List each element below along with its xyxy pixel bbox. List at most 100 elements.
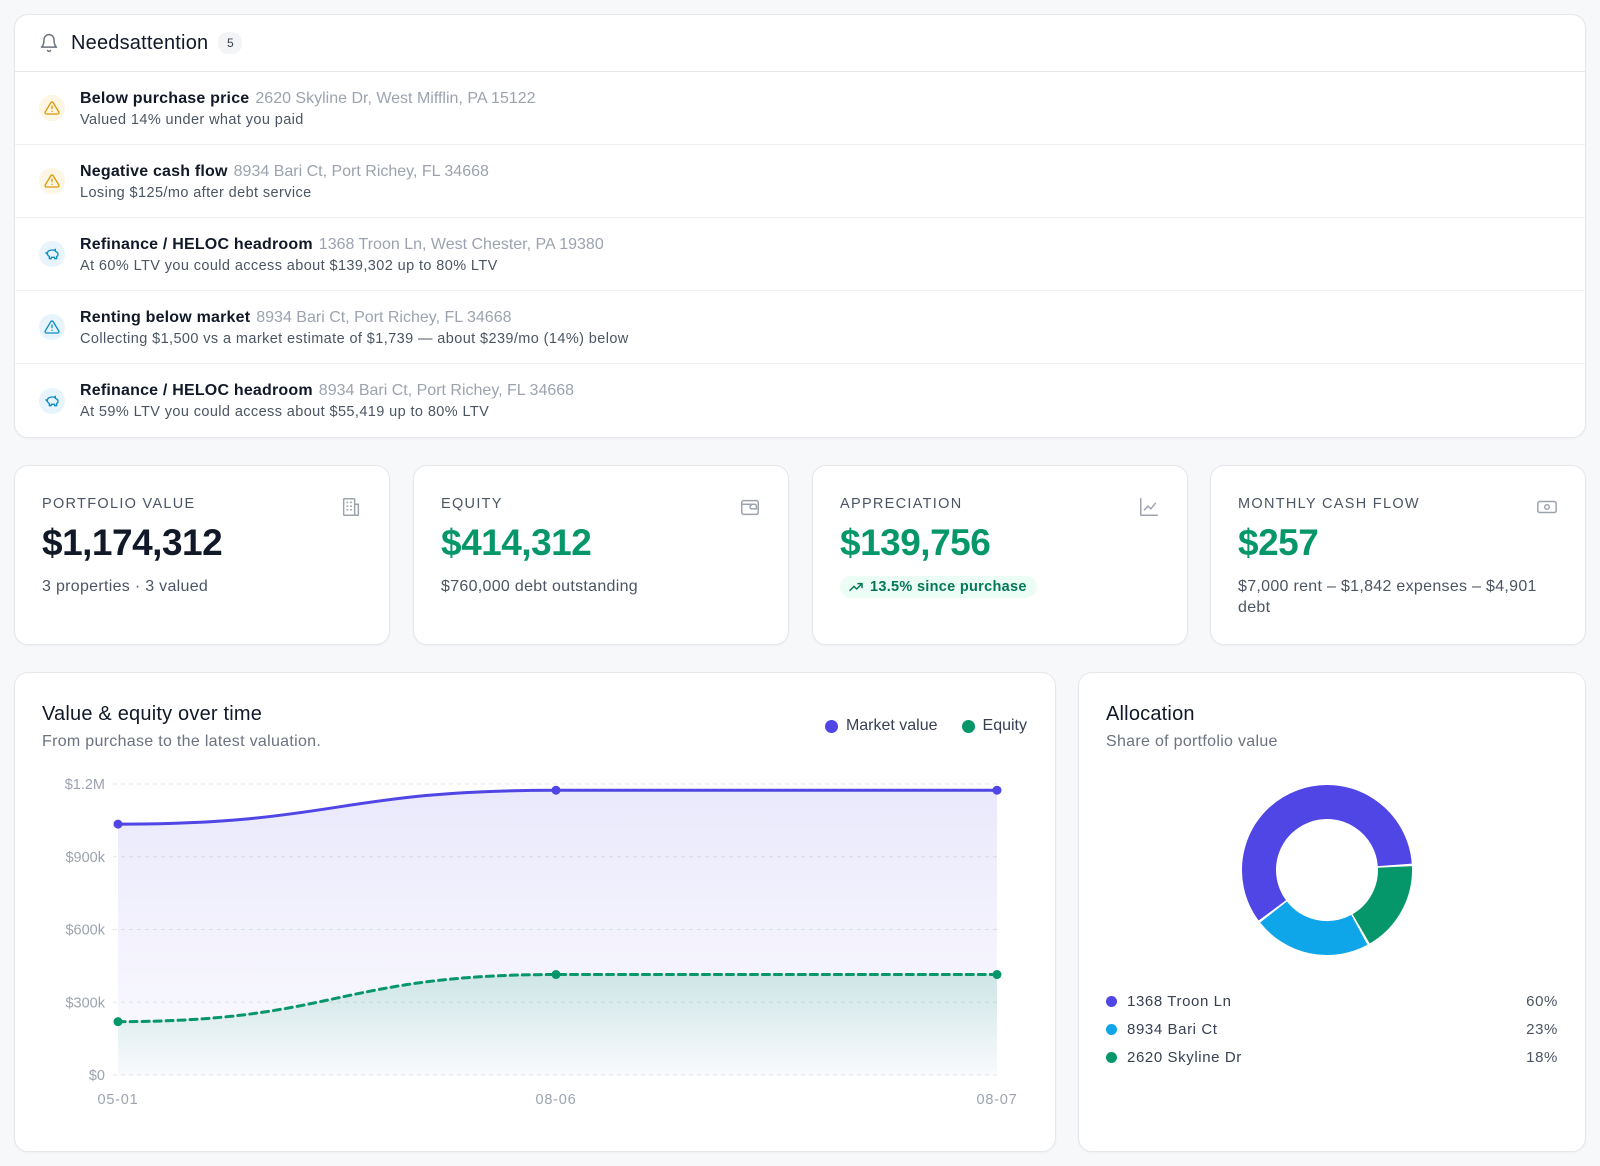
allocation-legend-item[interactable]: 8934 Bari Ct 23% [1106,1015,1558,1043]
attention-item-text: Refinance / HELOC headroom 8934 Bari Ct, … [80,381,574,420]
allocation-percent: 23% [1526,1020,1558,1038]
attention-item-title: Negative cash flow [80,162,228,180]
attention-item-address: 8934 Bari Ct, Port Richey, FL 34668 [256,308,512,326]
allocation-swatch [1106,1051,1117,1063]
banknote-icon [1536,496,1558,518]
chart-line-icon [1138,496,1160,518]
kpi-value: $1,174,312 [42,522,223,563]
attention-item[interactable]: Refinance / HELOC headroom 8934 Bari Ct, … [15,364,1585,437]
needs-attention-header: Needsattention 5 [15,15,1585,72]
x-tick-label: 05-01 [97,1092,138,1108]
piggy-bank-icon [39,387,65,414]
attention-item[interactable]: Negative cash flow 8934 Bari Ct, Port Ric… [15,145,1585,218]
y-tick-label: $600k [65,923,105,939]
allocation-label: 8934 Bari Ct [1127,1020,1218,1038]
kpi-label: MONTHLY CASH FLOW [1238,496,1420,512]
allocation-percent: 60% [1526,992,1558,1010]
chart-subtitle: From purchase to the latest valuation. [42,733,322,750]
legend-label: Market value [845,717,938,734]
attention-item-title: Refinance / HELOC headroom [80,382,313,399]
attention-item-detail: At 60% LTV you could access about $139,3… [80,257,498,274]
legend-item-market-value[interactable]: Market value [824,717,938,735]
allocation-title: Allocation [1106,703,1195,725]
alert-triangle-icon [39,314,65,340]
equity-point[interactable] [113,1017,123,1027]
kpi-subtext: $760,000 debt outstanding [441,578,638,595]
x-tick-label: 08-06 [535,1092,576,1108]
allocation-label: 1368 Troon Ln [1127,992,1232,1010]
donut-slice[interactable] [1242,785,1412,921]
kpi-value: $257 [1238,522,1319,563]
allocation-swatch [1106,1023,1117,1035]
attention-item-title: Renting below market [80,308,251,326]
donut-slice[interactable] [1351,866,1412,944]
kpi-label: PORTFOLIO VALUE [42,496,196,512]
attention-item-detail: Collecting $1,500 vs a market estimate o… [80,330,629,347]
bell-icon [39,33,59,53]
y-tick-label: $900k [65,850,105,866]
kpi-label: EQUITY [441,496,503,512]
equity-area [118,974,997,1075]
legend-item-equity[interactable]: Equity [961,717,1027,735]
attention-item-text: Refinance / HELOC headroom 1368 Troon Ln,… [80,235,604,274]
attention-item-text: Below purchase price 2620 Skyline Dr, Wes… [80,89,536,128]
allocation-subtitle: Share of portfolio value [1106,733,1278,750]
attention-item[interactable]: Renting below market 8934 Bari Ct, Port R… [15,291,1585,364]
kpi-subtext: $7,000 rent – $1,842 expenses – $4,901 d… [1238,578,1537,616]
legend-swatch [961,719,975,733]
allocation-swatch [1106,995,1117,1007]
equity-line [116,973,999,1024]
kpi-card-monthly-cash-flow: MONTHLY CASH FLOW $257 $7,000 rent – $1,… [1210,465,1586,645]
allocation-legend-item[interactable]: 2620 Skyline Dr 18% [1106,1043,1558,1071]
market-value-point[interactable] [551,785,561,795]
attention-item-address: 8934 Bari Ct, Port Richey, FL 34668 [318,382,575,399]
attention-item-address: 2620 Skyline Dr, West Mifflin, PA 15122 [255,89,536,107]
attention-item[interactable]: Refinance / HELOC headroom 1368 Troon Ln,… [15,218,1585,291]
wallet-icon [739,496,761,518]
legend-label: Equity [982,717,1027,734]
appreciation-badge-text: 13.5% since purchase [870,579,1027,595]
attention-item-detail: Losing $125/mo after debt service [80,184,312,201]
kpi-card-portfolio-value: PORTFOLIO VALUE $1,174,312 3 properties … [14,465,390,645]
building-icon [340,496,362,518]
kpi-subtext: 3 properties · 3 valued [42,578,209,595]
needs-attention-count-badge: 5 [218,32,243,54]
chart-legend: Market value Equity [801,717,1027,735]
appreciation-badge: 13.5% since purchase [840,576,1037,598]
attention-item[interactable]: Below purchase price 2620 Skyline Dr, Wes… [15,72,1585,145]
legend-swatch [824,719,838,733]
kpi-value: $139,756 [840,522,991,563]
kpi-value: $414,312 [441,522,592,563]
needs-attention-panel: Needsattention 5 Below purchase price 262… [14,14,1586,438]
attention-item-title: Refinance / HELOC headroom [80,235,313,253]
kpi-card-equity: EQUITY $414,312 $760,000 debt outstandin… [413,465,789,645]
market-value-point[interactable] [992,785,1002,795]
allocation-percent: 18% [1526,1048,1558,1066]
allocation-donut-chart [1242,785,1412,955]
y-tick-label: $1.2M [65,777,105,793]
attention-item-address: 1368 Troon Ln, West Chester, PA 19380 [318,235,604,253]
attention-item-text: Negative cash flow 8934 Bari Ct, Port Ric… [80,162,489,201]
attention-item-detail: Valued 14% under what you paid [80,111,304,128]
warning-icon [39,168,65,194]
warning-icon [39,95,65,121]
equity-point[interactable] [551,970,561,980]
value-equity-line-chart: $0 $300k $600k $900k $1.2M 05-01 08-06 08-07 [65,777,1017,1108]
value-equity-chart-card: Value & equity over time From purchase t… [14,672,1056,1152]
attention-item-title: Below purchase price [80,89,250,107]
kpi-label: APPRECIATION [840,496,963,512]
kpi-card-appreciation: APPRECIATION $139,756 13.5% since purcha… [812,465,1188,645]
attention-item-detail: At 59% LTV you could access about $55,41… [80,404,490,420]
y-tick-label: $300k [65,995,105,1011]
donut-slice[interactable] [1260,900,1368,955]
x-tick-label: 08-07 [976,1092,1017,1108]
trending-up-icon [849,582,863,592]
allocation-legend: 1368 Troon Ln 60% 8934 Bari Ct 23% 2620 Skyl… [1106,987,1558,1071]
allocation-legend-item[interactable]: 1368 Troon Ln 60% [1106,987,1558,1015]
attention-item-address: 8934 Bari Ct, Port Richey, FL 34668 [233,162,489,180]
market-value-point[interactable] [113,819,123,829]
allocation-card: Allocation Share of portfolio value 1368… [1078,672,1586,1152]
chart-title: Value & equity over time [42,703,263,725]
equity-point[interactable] [992,970,1002,980]
y-tick-label: $0 [89,1068,105,1084]
